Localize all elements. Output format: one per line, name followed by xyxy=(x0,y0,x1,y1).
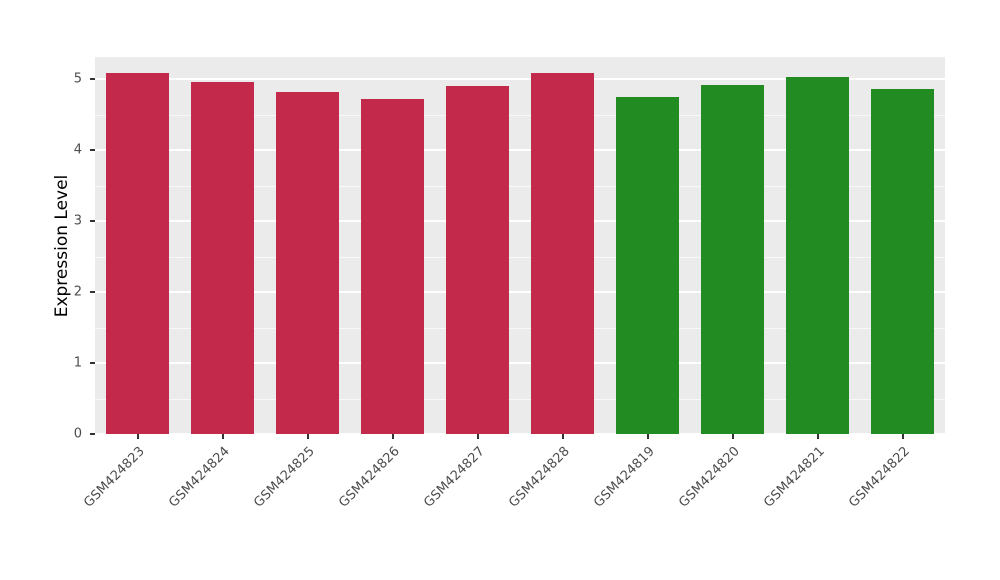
major-gridline xyxy=(95,291,945,294)
minor-gridline xyxy=(95,114,945,116)
x-tick-mark xyxy=(391,434,394,439)
bar-GSM424825 xyxy=(276,91,339,434)
major-gridline xyxy=(95,149,945,152)
x-tick-label-GSM424827: GSM424827 xyxy=(421,444,489,511)
x-tick-label-GSM424819: GSM424819 xyxy=(591,444,659,511)
x-tick-mark xyxy=(731,434,734,439)
x-tick-label-GSM424825: GSM424825 xyxy=(251,444,319,511)
bar-GSM424823 xyxy=(106,73,169,434)
gridlines-layer xyxy=(95,57,945,435)
y-tick-label-5: 5 xyxy=(73,71,82,87)
y-tick-label-2: 2 xyxy=(73,284,82,300)
y-tick-mark xyxy=(90,78,95,81)
bars-layer xyxy=(95,57,945,434)
y-tick-mark xyxy=(90,433,95,435)
minor-gridline xyxy=(95,398,945,400)
minor-gridline xyxy=(95,185,945,187)
bar-GSM424819 xyxy=(616,96,679,434)
x-tick-mark xyxy=(901,434,904,439)
x-tick-label-GSM424821: GSM424821 xyxy=(761,444,829,511)
major-gridline xyxy=(95,433,945,435)
x-tick-label-GSM424822: GSM424822 xyxy=(846,444,914,511)
major-gridline xyxy=(95,78,945,81)
x-tick-mark xyxy=(476,434,479,439)
bar-GSM424824 xyxy=(191,81,254,434)
x-tick-label-GSM424824: GSM424824 xyxy=(166,444,234,511)
y-tick-mark xyxy=(90,149,95,152)
bar-GSM424821 xyxy=(786,76,849,434)
x-tick-mark xyxy=(646,434,649,439)
major-gridline xyxy=(95,362,945,365)
x-tick-mark xyxy=(221,434,224,439)
bar-GSM424820 xyxy=(701,84,764,434)
major-gridline xyxy=(95,220,945,223)
minor-gridline xyxy=(95,256,945,258)
x-tick-label-GSM424823: GSM424823 xyxy=(81,444,149,511)
plot-panel xyxy=(95,57,945,435)
bar-GSM424828 xyxy=(531,72,594,434)
minor-gridline xyxy=(95,327,945,329)
x-tick-label-GSM424828: GSM424828 xyxy=(506,444,574,511)
bar-GSM424822 xyxy=(871,88,934,434)
x-tick-mark xyxy=(561,434,564,439)
bar-GSM424826 xyxy=(361,98,424,434)
y-tick-label-1: 1 xyxy=(73,355,82,371)
y-tick-mark xyxy=(90,220,95,223)
x-tick-mark xyxy=(136,434,139,439)
x-axis: GSM424823 GSM424824 GSM424825 GSM424826 GSM4… xyxy=(82,434,945,564)
y-tick-mark xyxy=(90,362,95,365)
y-tick-mark xyxy=(90,291,95,294)
y-tick-label-3: 3 xyxy=(73,213,82,229)
y-axis: 0 1 2 3 4 5 xyxy=(0,57,95,441)
x-tick-label-GSM424820: GSM424820 xyxy=(676,444,744,511)
x-tick-label-GSM424826: GSM424826 xyxy=(336,444,404,511)
y-tick-label-4: 4 xyxy=(73,142,82,158)
x-tick-mark xyxy=(816,434,819,439)
bar-GSM424827 xyxy=(446,86,509,434)
y-tick-label-0: 0 xyxy=(73,426,82,442)
x-tick-mark xyxy=(306,434,309,439)
